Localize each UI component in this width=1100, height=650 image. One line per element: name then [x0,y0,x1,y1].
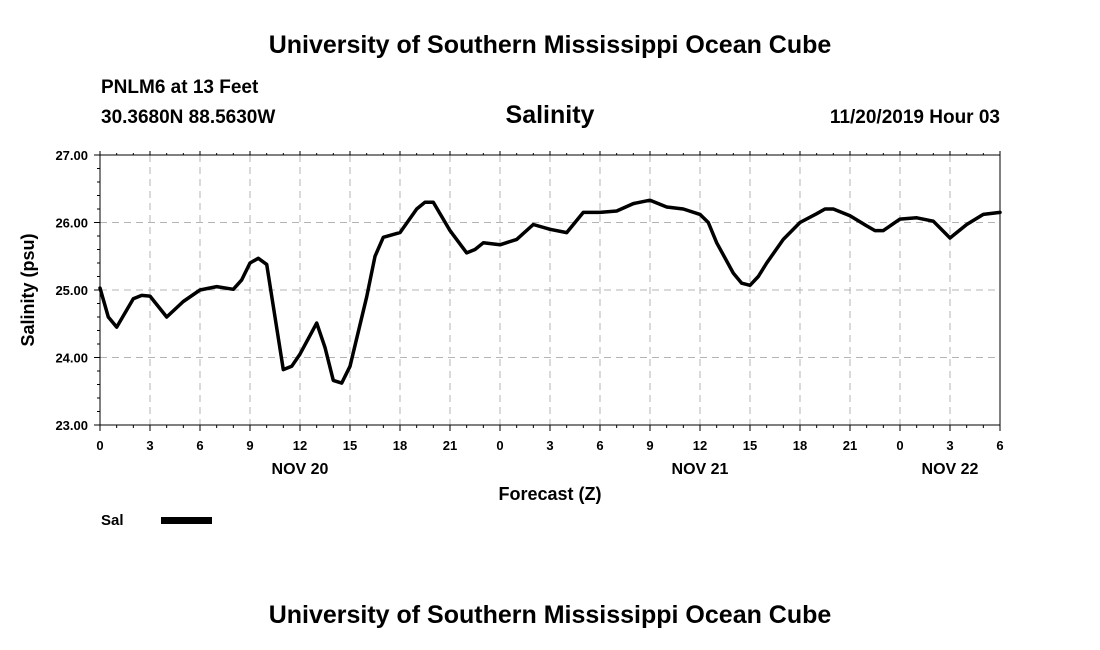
top-title: University of Southern Mississippi Ocean… [268,31,832,59]
coordinates-label: 30.3680N 88.5630W [101,107,276,128]
x-tick-label: 3 [546,438,553,453]
x-tick-label: 9 [646,438,653,453]
y-tick-label: 27.00 [55,148,88,163]
x-tick-label: 6 [996,438,1003,453]
x-tick-label: 3 [946,438,953,453]
date-label: NOV 21 [672,461,729,478]
y-tick-label: 26.00 [55,216,88,231]
x-tick-label: 0 [96,438,103,453]
x-tick-label: 0 [896,438,903,453]
axis-labels: 23.00 24.00 25.00 26.00 27.00 0 3 6 9 12 15 18 21 0 3 6… [55,148,1003,478]
y-axis-title: Salinity (psu) [18,233,38,346]
chart-title: Salinity [505,101,595,129]
series-lines [98,198,1002,385]
x-tick-label: 18 [793,438,807,453]
x-tick-label: 12 [293,438,307,453]
series-line-sal [98,198,1002,385]
x-tick-label: 15 [343,438,357,453]
station-label: PNLM6 at 13 Feet [101,77,259,98]
x-tick-label: 21 [443,438,457,453]
x-tick-label: 18 [393,438,407,453]
x-tick-label: 21 [843,438,857,453]
legend-line-swatch [161,517,212,524]
date-label: NOV 22 [922,461,979,478]
y-tick-label: 23.00 [55,418,88,433]
x-tick-label: 6 [596,438,603,453]
axis-ticks [94,151,1001,431]
date-label: NOV 20 [272,461,329,478]
y-tick-label: 24.00 [55,351,88,366]
x-tick-label: 6 [196,438,203,453]
grid-lines [100,155,1000,425]
x-tick-label: 15 [743,438,757,453]
x-tick-label: 3 [146,438,153,453]
x-tick-label: 0 [496,438,503,453]
bottom-title: University of Southern Mississippi Ocean… [268,601,832,629]
legend-label: Sal [101,512,124,529]
y-tick-label: 25.00 [55,283,88,298]
forecast-timestamp: 11/20/2019 Hour 03 [829,107,1000,128]
x-axis-title: Forecast (Z) [498,484,601,504]
x-tick-label: 12 [693,438,707,453]
x-tick-label: 9 [246,438,253,453]
